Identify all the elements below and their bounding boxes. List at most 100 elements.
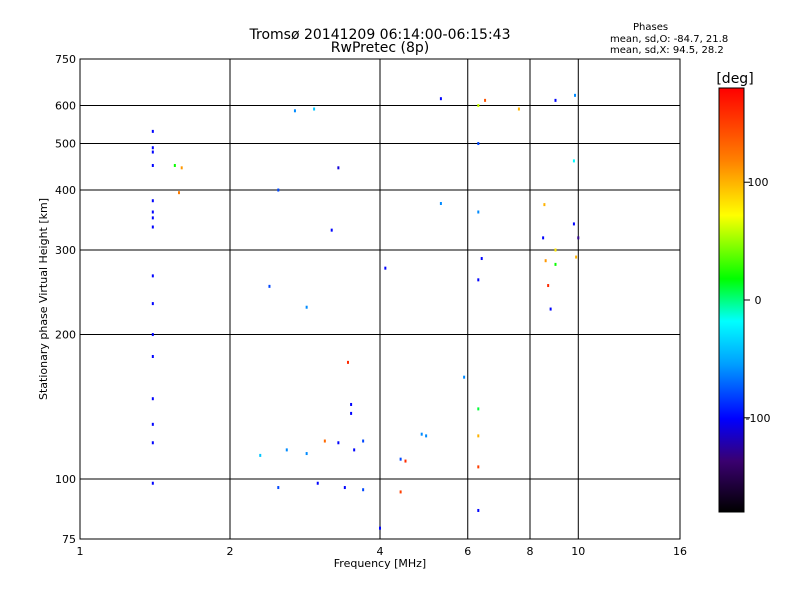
data-point — [277, 188, 280, 192]
y-tick-label: 75 — [62, 533, 76, 546]
data-point — [379, 526, 381, 530]
data-point — [151, 481, 154, 485]
data-point — [544, 259, 547, 263]
data-point — [268, 284, 271, 288]
y-tick-label: 300 — [55, 244, 76, 257]
data-point — [151, 274, 154, 278]
chart-title: Tromsø 20141209 06:14:00-06:15:43 — [249, 27, 511, 43]
data-point — [177, 191, 180, 195]
data-point — [477, 407, 480, 411]
data-point — [151, 129, 154, 133]
data-point — [151, 422, 154, 426]
x-axis-label: Frequency [MHz] — [334, 557, 426, 570]
data-point — [477, 508, 480, 512]
data-point — [425, 434, 428, 438]
data-point — [151, 199, 154, 203]
data-point — [477, 210, 480, 214]
data-point — [574, 93, 577, 97]
y-tick-label: 600 — [55, 100, 76, 113]
data-point — [477, 142, 480, 146]
data-point — [484, 98, 487, 102]
data-point — [151, 216, 154, 220]
data-point — [477, 434, 480, 438]
data-point — [277, 486, 280, 490]
data-point — [180, 166, 183, 170]
data-point — [151, 354, 154, 358]
x-tick-label: 6 — [464, 545, 471, 558]
x-tick-label: 4 — [377, 545, 384, 558]
data-point — [399, 457, 402, 461]
data-point — [330, 228, 333, 232]
y-tick-label: 100 — [55, 473, 76, 486]
plot-frame — [79, 58, 681, 540]
x-tick-label: 8 — [527, 545, 534, 558]
data-point — [350, 411, 353, 415]
data-point — [572, 222, 575, 226]
data-point — [554, 248, 557, 252]
y-tick-label: 200 — [55, 329, 76, 342]
data-point — [463, 375, 466, 379]
data-point — [151, 441, 154, 445]
stats-x: mean, sd,X: 94.5, 28.2 — [610, 45, 724, 56]
data-point — [572, 159, 575, 163]
data-point — [173, 163, 176, 167]
data-point — [439, 97, 442, 101]
data-point — [337, 166, 340, 170]
data-point — [285, 448, 288, 452]
data-point — [549, 307, 552, 311]
data-point — [151, 163, 154, 167]
data-point — [343, 486, 346, 490]
data-point — [337, 441, 340, 445]
data-point — [362, 488, 365, 492]
x-tick-label: 1 — [77, 545, 84, 558]
data-point — [293, 109, 296, 113]
stats-o: mean, sd,O: -84.7, 21.8 — [610, 34, 729, 45]
data-point — [399, 490, 402, 494]
data-point — [517, 107, 520, 111]
data-point — [151, 146, 154, 150]
data-point — [151, 333, 154, 337]
x-tick-label: 16 — [673, 545, 687, 558]
colorbar-tick-label: 0 — [755, 294, 762, 307]
data-point — [480, 257, 483, 261]
data-point — [477, 278, 480, 282]
data-point — [151, 225, 154, 229]
y-axis-label: Stationary phase Virtual Height [km] — [37, 198, 50, 400]
data-point — [259, 453, 262, 457]
data-point — [353, 448, 356, 452]
data-point — [151, 302, 154, 306]
data-point — [313, 107, 316, 111]
data-point — [404, 459, 407, 463]
data-point — [305, 305, 308, 309]
y-tick-label: 400 — [55, 184, 76, 197]
y-tick-label: 500 — [55, 138, 76, 151]
y-tick-label: 750 — [55, 53, 76, 66]
data-point — [362, 439, 365, 443]
colorbar-label: [deg] — [716, 71, 753, 87]
data-point — [384, 266, 387, 270]
chart-subtitle: RwPretec (8p) — [330, 40, 430, 56]
data-point — [420, 432, 423, 436]
colorbar-tick-label: 100 — [748, 176, 769, 189]
data-point — [151, 397, 154, 401]
data-point — [305, 452, 308, 456]
data-point — [543, 203, 546, 207]
stats-title: Phases — [633, 22, 669, 33]
data-point — [346, 360, 349, 364]
data-point — [350, 402, 353, 406]
data-point — [151, 210, 154, 214]
colorbar-tick-label: -100 — [746, 412, 771, 425]
data-point — [554, 262, 557, 266]
data-point — [575, 255, 578, 259]
x-tick-label: 10 — [571, 545, 585, 558]
data-point — [547, 284, 550, 288]
data-point — [439, 201, 442, 205]
data-point — [477, 104, 480, 108]
data-point — [477, 465, 480, 469]
data-point — [151, 150, 154, 154]
data-point — [542, 236, 545, 240]
colorbar: [deg] 100 0 -100 — [716, 71, 771, 513]
colorbar-gradient — [718, 87, 745, 513]
x-tick-label: 2 — [227, 545, 234, 558]
